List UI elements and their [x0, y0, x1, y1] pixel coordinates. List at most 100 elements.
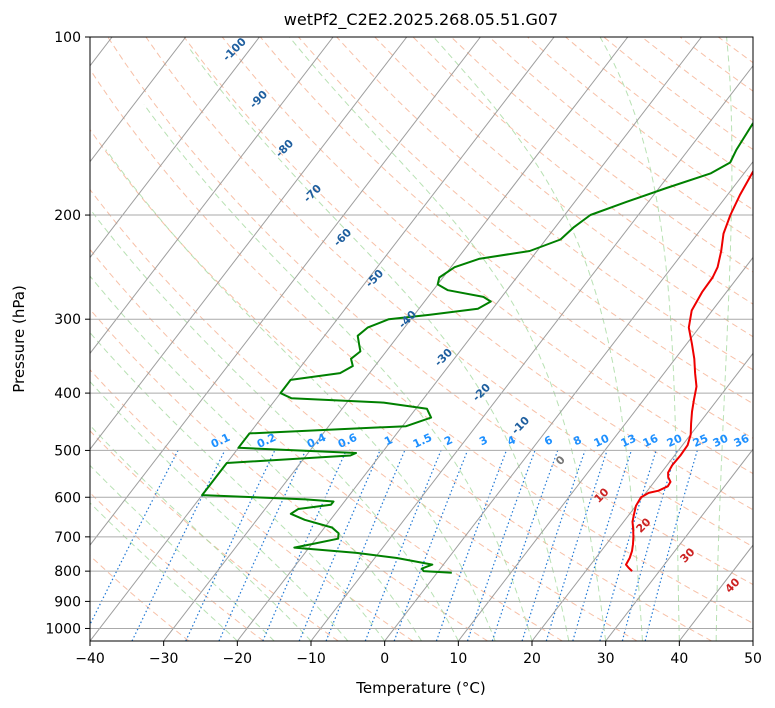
dry-adiabat [90, 248, 563, 641]
chart-title: wetPf2_C2E2.2025.268.05.51.G07 [284, 10, 558, 30]
mixing-ratio-line [545, 450, 608, 641]
isotherm [90, 37, 408, 451]
y-axis-title: Pressure (hPa) [10, 285, 28, 393]
dry-adiabat [90, 430, 339, 641]
isotherm [531, 352, 753, 641]
isotherm [163, 37, 629, 641]
x-axis-title: Temperature (°C) [355, 679, 485, 697]
dry-adiabat-label: -20 [470, 381, 493, 404]
mixing-ratio-line [572, 450, 632, 641]
mixing-ratio-line [521, 450, 586, 641]
mixing-ratio-line [364, 450, 442, 641]
moist-adiabat [90, 380, 349, 641]
moist-adiabat [599, 37, 680, 641]
dry-adiabat [90, 128, 712, 641]
dry-adiabat [90, 188, 638, 641]
y-tick-label: 1000 [45, 621, 81, 637]
y-tick-label: 200 [54, 208, 81, 224]
isotherm-label: 30 [678, 545, 698, 565]
dry-adiabat-label: -70 [301, 182, 324, 205]
isotherm [752, 640, 753, 641]
mixing-ratio-line [298, 450, 381, 641]
moist-adiabat [289, 37, 607, 641]
moist-adiabat [105, 149, 496, 641]
mixing-ratio-label: 0.1 [209, 431, 232, 451]
mixing-ratio-label: 13 [619, 432, 638, 450]
dry-adiabat [145, 37, 753, 548]
plot-area [90, 37, 753, 641]
dry-adiabat [565, 37, 753, 181]
dry-adiabat-label: -50 [363, 267, 386, 290]
isotherm [90, 37, 555, 641]
dry-adiabat [298, 37, 753, 405]
dry-adiabat-label: -30 [432, 346, 455, 369]
dry-adiabat [336, 37, 753, 371]
mixing-ratio-label: 10 [592, 432, 612, 450]
x-tick-label: 50 [744, 651, 762, 667]
moist-adiabat [90, 424, 312, 641]
mixing-ratio-line [393, 450, 469, 641]
dry-adiabat-label: -10 [509, 414, 532, 437]
mixing-ratio-label: 20 [665, 432, 685, 450]
moist-adiabat [143, 104, 533, 641]
dry-adiabat [107, 37, 753, 586]
dry-adiabat [641, 37, 753, 121]
dewpoint-line [201, 121, 753, 574]
isotherm-label: 20 [634, 515, 654, 535]
mixing-ratio-line [218, 450, 307, 641]
moist-adiabat [90, 464, 275, 641]
isotherm [90, 37, 260, 259]
x-tick-label: 20 [523, 651, 541, 667]
isotherm-label: 40 [723, 575, 743, 595]
mixing-ratio-label: 3 [477, 433, 489, 448]
plot-overlay: -100-90-80-70-60-50-40-30-20-1000.1 0.2 0.… [209, 35, 752, 596]
x-axis: −40 −30 −20 −10 0 10 20 30 40 50 [75, 641, 762, 667]
mixing-ratio-label: 16 [641, 432, 661, 450]
isotherm [605, 448, 753, 641]
isotherm [90, 37, 481, 546]
y-tick-label: 800 [54, 564, 81, 580]
isotherm [90, 37, 334, 355]
y-tick-label: 300 [54, 312, 81, 328]
moist-adiabat [90, 208, 459, 641]
isotherm [384, 160, 753, 641]
moist-adiabat [433, 37, 643, 641]
dry-adiabat [183, 37, 753, 511]
mixing-ratio-line [621, 450, 678, 641]
x-tick-label: 0 [380, 651, 389, 667]
mixing-ratio-line [466, 450, 536, 641]
mixing-ratio-line [325, 450, 406, 641]
moist-adiabat [90, 275, 422, 641]
dry-adiabat [90, 555, 190, 641]
y-tick-label: 400 [54, 386, 81, 402]
dry-adiabat [90, 308, 488, 641]
mixing-ratio-label: 8 [571, 433, 583, 448]
dry-adiabat-label: -40 [396, 308, 419, 331]
dry-adiabat [527, 37, 753, 211]
moist-adiabat [715, 37, 733, 641]
dry-adiabat [450, 37, 753, 273]
mixing-ratio-label: 30 [711, 432, 731, 450]
y-axis: 100 200 300 400 500 600 700 800 900 1000 [45, 30, 90, 637]
x-tick-label: −40 [75, 651, 105, 667]
y-tick-label: 100 [54, 30, 81, 46]
dry-adiabat [90, 369, 414, 641]
mixing-ratio-label: 1 [382, 433, 394, 448]
mixing-ratio-label: 6 [542, 433, 555, 448]
mixing-ratio-line [435, 450, 507, 641]
mixing-ratio-line [491, 450, 559, 641]
y-tick-label: 500 [54, 443, 81, 459]
mixing-ratio-line [262, 450, 347, 641]
dry-adiabat-label: -80 [273, 137, 296, 160]
dry-adiabat-label: -60 [331, 226, 354, 249]
moist-adiabat [90, 331, 386, 641]
x-tick-label: 30 [597, 651, 615, 667]
dry-adiabat [679, 37, 753, 92]
dry-adiabat [90, 492, 264, 641]
isotherm [90, 37, 187, 163]
x-tick-label: 40 [670, 651, 688, 667]
dry-adiabat [412, 37, 753, 305]
y-tick-label: 900 [54, 594, 81, 610]
temperature-line [625, 169, 753, 572]
x-tick-label: −20 [223, 651, 253, 667]
